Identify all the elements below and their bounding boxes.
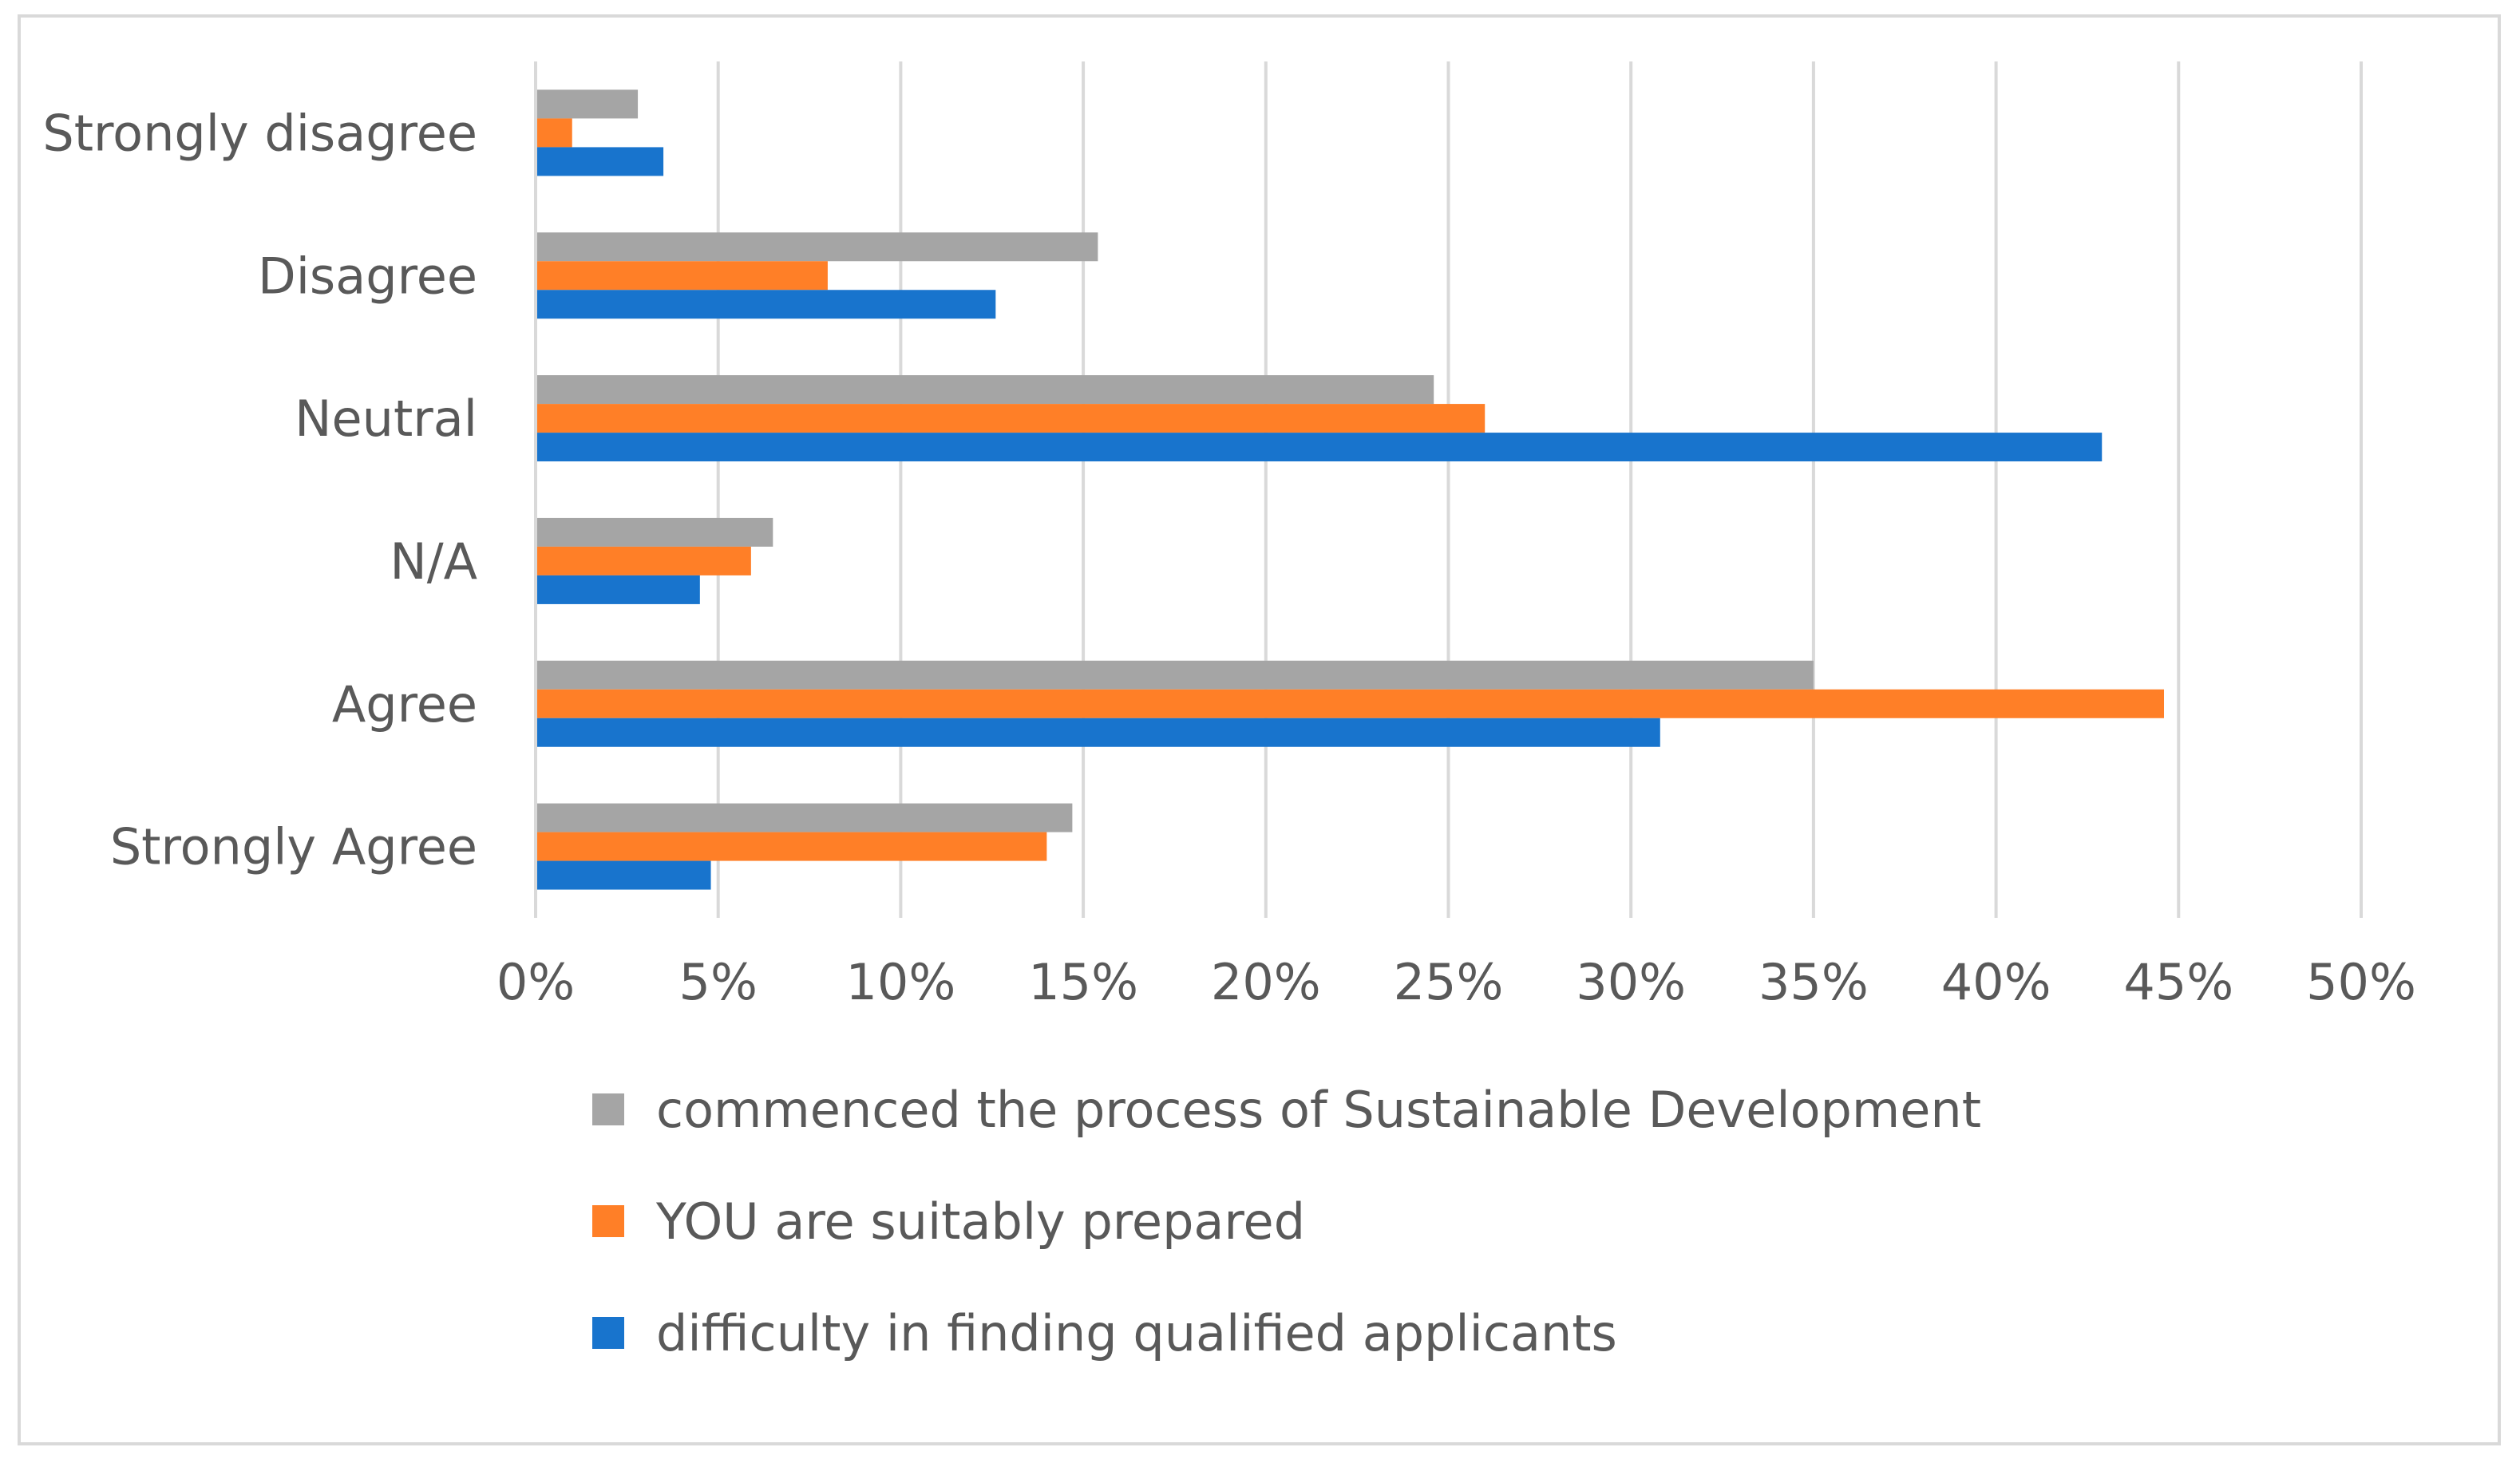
category-labels: Strongly disagree Disagree Neutral N/A Agree…: [42, 104, 477, 876]
tick-label-50: 50%: [2306, 953, 2416, 1011]
category-label-strongly-agree: Strongly Agree: [110, 818, 477, 876]
bar-agree-series-2: [536, 689, 2165, 718]
bar-n-a-series-3: [536, 575, 700, 604]
bar-neutral-series-3: [536, 433, 2103, 462]
bar-strongly-disagree-series-1: [536, 89, 639, 119]
bar-neutral-series-1: [536, 375, 1434, 405]
legend-label-series-3: difficulty in finding qualified applican…: [656, 1304, 1617, 1362]
category-label-agree: Agree: [332, 675, 477, 733]
legend-swatch-series-2: [592, 1205, 624, 1237]
tick-label-10: 10%: [845, 953, 955, 1011]
legend: commenced the process of Sustainable Dev…: [592, 1081, 1981, 1362]
bar-disagree-series-1: [536, 232, 1098, 262]
tick-label-0: 0%: [496, 953, 575, 1011]
bar-n-a-series-1: [536, 517, 773, 547]
legend-swatch-series-3: [592, 1317, 624, 1349]
bar-chart: Strongly disagree Disagree Neutral N/A Agree…: [42, 61, 2416, 1362]
tick-label-5: 5%: [679, 953, 758, 1011]
tick-label-30: 30%: [1576, 953, 1686, 1011]
bar-strongly-agree-series-1: [536, 803, 1073, 832]
tick-label-40: 40%: [1941, 953, 2051, 1011]
bar-strongly-disagree-series-3: [536, 147, 664, 176]
category-label-strongly-disagree: Strongly disagree: [42, 104, 477, 162]
bar-strongly-disagree-series-2: [536, 118, 572, 148]
bar-agree-series-3: [536, 718, 1660, 747]
tick-labels: 0% 5% 10% 15% 20% 25% 30% 35% 40% 45% 50%: [496, 953, 2416, 1011]
bar-agree-series-1: [536, 660, 1814, 690]
bars: [536, 89, 2165, 890]
legend-label-series-2: YOU are suitably prepared: [655, 1192, 1305, 1251]
category-label-disagree: Disagree: [258, 247, 477, 305]
bar-disagree-series-2: [536, 261, 828, 291]
bar-strongly-agree-series-3: [536, 860, 711, 890]
legend-label-series-1: commenced the process of Sustainable Dev…: [656, 1081, 1981, 1139]
bar-n-a-series-2: [536, 546, 751, 575]
bar-strongly-agree-series-2: [536, 832, 1047, 861]
category-label-neutral: Neutral: [295, 389, 477, 448]
legend-swatch-series-1: [592, 1093, 624, 1125]
category-label-n-a: N/A: [390, 532, 477, 591]
tick-label-35: 35%: [1758, 953, 1869, 1011]
tick-label-25: 25%: [1394, 953, 1504, 1011]
chart-frame: Strongly disagree Disagree Neutral N/A Agree…: [18, 14, 2501, 1445]
bar-disagree-series-3: [536, 290, 996, 319]
tick-label-20: 20%: [1211, 953, 1321, 1011]
tick-label-15: 15%: [1028, 953, 1138, 1011]
tick-label-45: 45%: [2123, 953, 2233, 1011]
bar-neutral-series-2: [536, 404, 1485, 433]
gridlines: [716, 61, 2363, 918]
